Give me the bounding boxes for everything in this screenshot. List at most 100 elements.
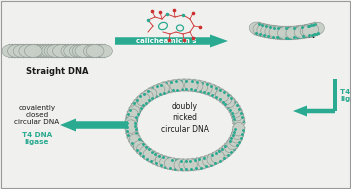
Ellipse shape (184, 159, 197, 171)
Ellipse shape (231, 130, 243, 143)
Ellipse shape (229, 104, 241, 117)
Ellipse shape (147, 86, 161, 98)
Ellipse shape (164, 158, 178, 170)
Ellipse shape (257, 24, 273, 37)
Ellipse shape (174, 159, 187, 171)
Text: T4 DNA
ligase: T4 DNA ligase (22, 132, 52, 145)
Ellipse shape (306, 23, 323, 36)
Ellipse shape (50, 45, 67, 57)
Ellipse shape (16, 45, 34, 57)
Ellipse shape (129, 134, 141, 147)
Ellipse shape (227, 136, 239, 149)
Ellipse shape (78, 45, 95, 57)
Ellipse shape (144, 88, 157, 101)
Ellipse shape (304, 23, 321, 36)
Ellipse shape (53, 45, 70, 57)
Text: Straight DNA: Straight DNA (26, 67, 88, 76)
Ellipse shape (300, 24, 317, 37)
Ellipse shape (44, 45, 62, 57)
Ellipse shape (47, 45, 65, 57)
Ellipse shape (72, 45, 90, 57)
Ellipse shape (224, 140, 237, 153)
Ellipse shape (92, 45, 110, 57)
Ellipse shape (36, 45, 53, 57)
Ellipse shape (130, 102, 142, 115)
Ellipse shape (251, 23, 267, 36)
Ellipse shape (253, 23, 270, 36)
Ellipse shape (95, 45, 112, 57)
Ellipse shape (190, 80, 203, 92)
Ellipse shape (290, 26, 307, 39)
Ellipse shape (11, 45, 28, 57)
Ellipse shape (152, 84, 165, 96)
Ellipse shape (125, 116, 137, 130)
Ellipse shape (175, 79, 188, 91)
Ellipse shape (233, 115, 245, 128)
Ellipse shape (81, 45, 98, 57)
Ellipse shape (155, 155, 168, 167)
Ellipse shape (61, 45, 79, 57)
Ellipse shape (156, 83, 169, 95)
Ellipse shape (249, 22, 266, 35)
Ellipse shape (143, 149, 156, 161)
Ellipse shape (292, 26, 309, 39)
Ellipse shape (33, 45, 51, 57)
Ellipse shape (294, 25, 311, 38)
Ellipse shape (64, 45, 81, 57)
Ellipse shape (216, 90, 229, 102)
Ellipse shape (25, 45, 42, 57)
Ellipse shape (259, 25, 275, 38)
Ellipse shape (298, 25, 315, 38)
Ellipse shape (147, 151, 160, 164)
Ellipse shape (231, 108, 243, 121)
Ellipse shape (194, 81, 208, 93)
Ellipse shape (67, 45, 84, 57)
Ellipse shape (215, 148, 228, 161)
Ellipse shape (233, 122, 245, 136)
Text: doubly
nicked
circular DNA: doubly nicked circular DNA (161, 102, 209, 134)
Ellipse shape (179, 159, 192, 171)
Ellipse shape (127, 131, 140, 144)
Ellipse shape (227, 101, 240, 114)
Ellipse shape (185, 79, 198, 91)
Ellipse shape (58, 45, 76, 57)
Ellipse shape (134, 96, 147, 109)
Ellipse shape (199, 82, 212, 94)
Ellipse shape (296, 25, 313, 38)
Ellipse shape (188, 158, 202, 170)
Text: T4 DNA
ligase: T4 DNA ligase (340, 90, 351, 102)
Ellipse shape (221, 143, 234, 156)
Text: covalently
closed
circular DNA: covalently closed circular DNA (14, 105, 60, 125)
FancyArrow shape (60, 119, 128, 132)
Ellipse shape (269, 26, 286, 39)
Ellipse shape (288, 26, 305, 39)
Ellipse shape (170, 79, 183, 91)
Ellipse shape (225, 98, 238, 111)
Ellipse shape (308, 22, 324, 36)
Ellipse shape (126, 109, 139, 122)
Ellipse shape (5, 45, 22, 57)
Ellipse shape (232, 111, 244, 125)
Ellipse shape (279, 26, 296, 40)
Ellipse shape (169, 158, 183, 170)
Ellipse shape (19, 45, 37, 57)
Ellipse shape (69, 45, 87, 57)
Ellipse shape (263, 25, 279, 38)
Ellipse shape (151, 153, 164, 166)
Ellipse shape (267, 26, 284, 39)
Ellipse shape (277, 26, 294, 40)
Ellipse shape (273, 26, 290, 39)
Ellipse shape (13, 45, 31, 57)
Ellipse shape (30, 45, 48, 57)
Ellipse shape (160, 156, 173, 169)
Ellipse shape (275, 26, 292, 40)
Ellipse shape (55, 45, 73, 57)
Ellipse shape (125, 123, 138, 137)
Ellipse shape (207, 85, 221, 98)
Ellipse shape (265, 26, 282, 39)
Ellipse shape (160, 81, 174, 93)
Ellipse shape (198, 156, 212, 168)
Ellipse shape (126, 127, 138, 140)
Ellipse shape (131, 137, 144, 150)
Ellipse shape (137, 93, 150, 106)
